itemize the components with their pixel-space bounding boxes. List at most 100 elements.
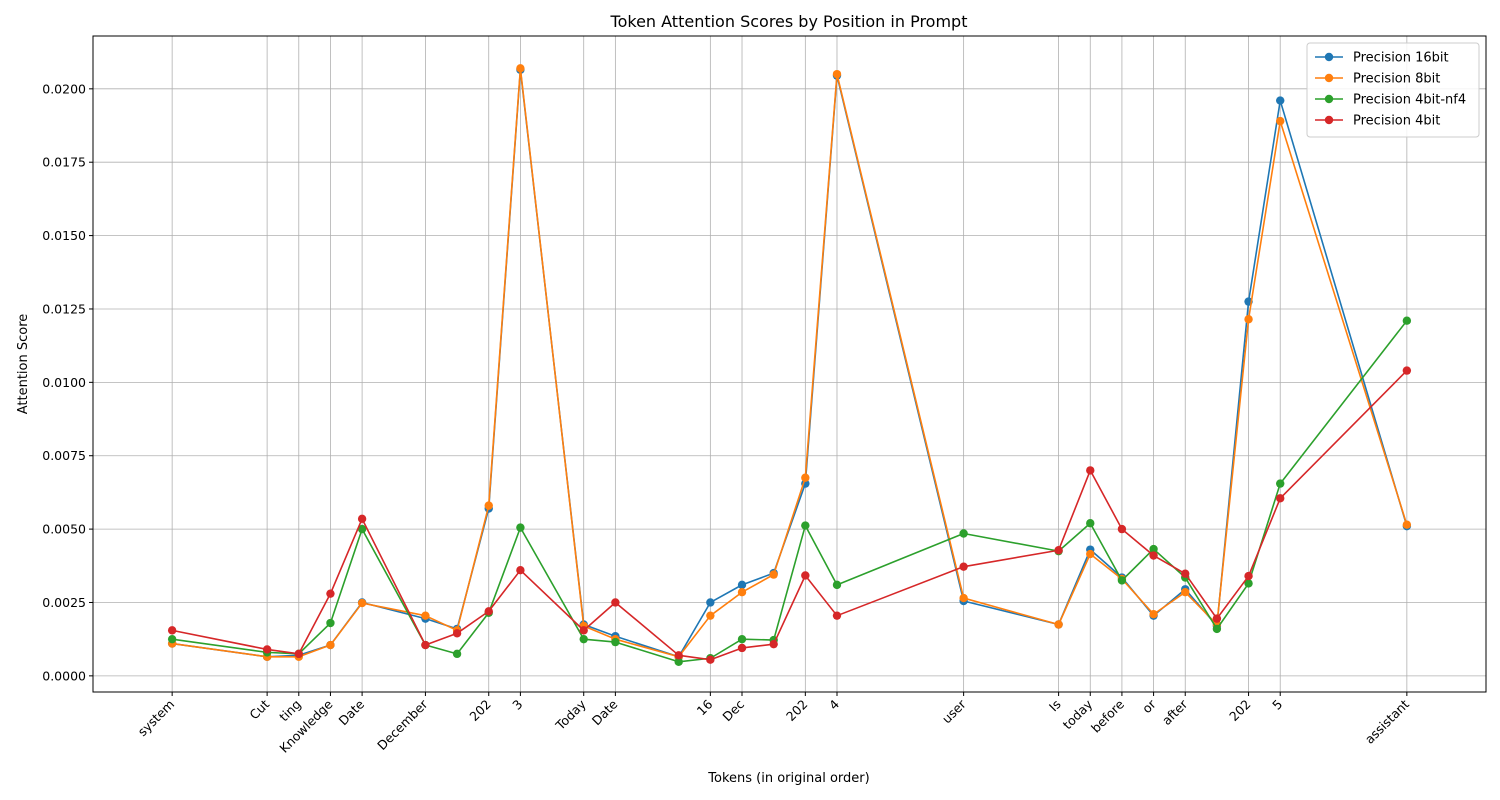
data-point (1276, 116, 1285, 126)
data-point (1054, 546, 1063, 555)
data-point (1149, 544, 1158, 554)
data-point (1402, 520, 1412, 529)
legend-item: Precision 8bit (1315, 72, 1440, 87)
data-point (516, 64, 525, 73)
data-point (737, 580, 747, 590)
y-tick-label: 0.0150 (42, 228, 86, 243)
series-1 (167, 64, 1412, 661)
data-point (1086, 549, 1095, 559)
data-point (1276, 479, 1285, 488)
legend-label: Precision 4bit-nf4 (1353, 93, 1466, 108)
data-point (421, 640, 430, 650)
data-point (959, 593, 968, 603)
data-point (357, 514, 367, 524)
data-point (674, 657, 683, 666)
data-point (326, 618, 335, 628)
legend-item: Precision 16bit (1315, 51, 1449, 66)
series-3 (167, 366, 1412, 664)
y-tick-label: 0.0175 (42, 155, 86, 170)
data-point (611, 598, 620, 607)
data-point (1149, 610, 1158, 619)
data-point (737, 634, 747, 644)
data-point (452, 629, 462, 638)
y-tick-label: 0.0050 (42, 522, 86, 537)
legend-label: Precision 16bit (1353, 51, 1449, 66)
data-point (674, 651, 683, 660)
data-point (832, 69, 842, 79)
data-point (1276, 494, 1285, 503)
data-point (1402, 316, 1412, 325)
data-point (832, 611, 842, 620)
data-point (516, 565, 525, 575)
legend-label: Precision 4bit (1353, 114, 1440, 129)
y-tick-label: 0.0100 (42, 375, 86, 390)
data-point (1086, 466, 1095, 475)
legend-marker (1324, 115, 1334, 125)
data-point (737, 588, 747, 597)
y-tick-label: 0.0125 (42, 301, 86, 316)
legend-label: Precision 8bit (1353, 72, 1440, 87)
y-tick-label: 0.0075 (42, 448, 86, 463)
x-axis-title: Tokens (in original order) (707, 771, 869, 786)
data-point (832, 580, 842, 590)
data-point (326, 589, 335, 598)
data-point (1212, 624, 1222, 634)
data-point (1244, 579, 1253, 588)
data-point (579, 634, 588, 644)
legend-marker (1324, 73, 1334, 83)
data-point (769, 639, 778, 649)
data-point (706, 611, 715, 620)
data-point (1244, 571, 1253, 581)
data-point (706, 598, 715, 607)
legend-marker (1324, 52, 1334, 62)
series-layer (167, 64, 1412, 666)
data-point (1276, 96, 1285, 105)
chart-title: Token Attention Scores by Position in Pr… (610, 12, 968, 31)
data-point (1181, 569, 1190, 578)
y-tick-label: 0.0200 (42, 81, 86, 96)
data-point (737, 643, 747, 653)
data-point (294, 649, 303, 659)
data-point (1117, 524, 1127, 534)
data-point (1244, 315, 1253, 324)
plot-area-frame (92, 35, 1487, 693)
y-axis-title: Attention Score (16, 314, 31, 415)
data-point (611, 637, 620, 647)
data-point (959, 562, 968, 571)
data-point (1212, 614, 1222, 623)
data-point (167, 626, 177, 635)
data-point (1117, 576, 1127, 585)
data-point (1402, 366, 1412, 375)
data-point (357, 598, 367, 608)
data-point (769, 570, 778, 579)
data-point (959, 529, 968, 538)
data-point (262, 645, 272, 654)
data-point (1086, 519, 1095, 528)
data-point (579, 626, 588, 635)
data-point (801, 521, 810, 530)
data-point (484, 501, 493, 510)
legend-marker (1324, 94, 1334, 104)
y-tick-label: 0.0025 (42, 595, 86, 610)
legend-box (1306, 42, 1480, 138)
data-point (421, 611, 430, 620)
data-point (357, 524, 367, 534)
data-point (516, 523, 525, 532)
data-point (801, 473, 810, 482)
data-point (484, 607, 493, 616)
data-point (452, 649, 462, 659)
data-point (1054, 620, 1063, 629)
data-point (801, 571, 810, 580)
data-point (167, 634, 177, 644)
data-point (1149, 551, 1158, 560)
legend: Precision 16bit Precision 8bit Precision 4… (1306, 42, 1480, 138)
legend-item: Precision 4bit (1315, 114, 1440, 129)
y-tick-label: 0.0000 (42, 668, 86, 683)
y-axis: 0.0000 0.0025 0.0050 0.0075 0.0100 0.0125 0.01… (42, 81, 93, 683)
data-point (326, 640, 335, 650)
legend-item: Precision 4bit-nf4 (1315, 93, 1466, 108)
data-point (1181, 588, 1190, 597)
data-point (706, 655, 715, 664)
